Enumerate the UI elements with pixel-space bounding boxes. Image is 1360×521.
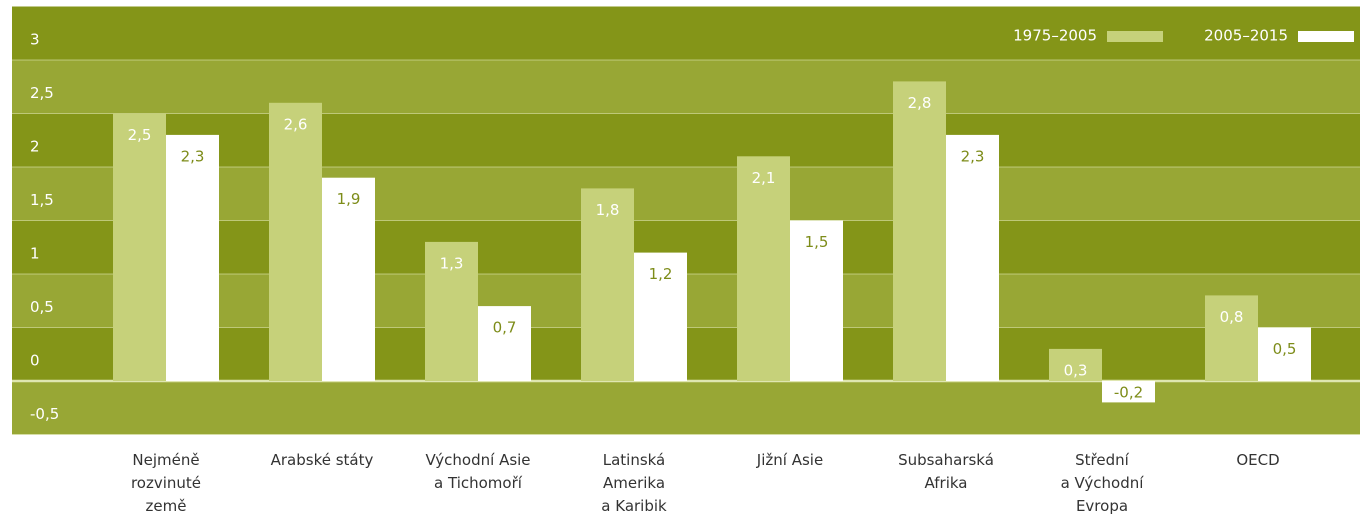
y-tick-label: 2 (30, 138, 40, 156)
x-tick-label-line: Evropa (1076, 497, 1128, 515)
x-tick-label-line: Latinská (603, 451, 666, 469)
bar (1205, 295, 1258, 381)
bar (1258, 327, 1311, 381)
y-tick-label: 1,5 (30, 191, 54, 209)
value-label: 2,3 (961, 147, 985, 165)
y-tick-label: 3 (30, 31, 40, 49)
x-tick-label-line: Střední (1075, 451, 1129, 469)
value-label: 0,3 (1064, 361, 1088, 379)
x-tick-label-line: Subsaharská (898, 451, 994, 469)
x-tick-label: Arabské státy (271, 451, 374, 469)
plot-band (12, 381, 1360, 435)
y-tick-label: 1 (30, 245, 40, 263)
value-label: 2,8 (908, 94, 932, 112)
plot-band (12, 60, 1360, 114)
value-label: 0,7 (493, 319, 517, 337)
y-tick-label: 2,5 (30, 84, 54, 102)
x-tick-label: Nejméně rozvinuté země (131, 451, 201, 515)
legend-label: 2005–2015 (1204, 27, 1288, 45)
x-tick-label-line: Jižní Asie (756, 451, 823, 469)
bar (1102, 381, 1155, 403)
value-label: 1,5 (805, 233, 829, 251)
x-tick-label-line: Arabské státy (271, 451, 374, 469)
plot-band (12, 167, 1360, 221)
value-label: 1,2 (649, 265, 673, 283)
bar (893, 81, 946, 382)
legend-swatch (1107, 31, 1163, 42)
bar (113, 113, 166, 381)
plot-band (12, 113, 1360, 167)
bar (737, 156, 790, 381)
value-label: 0,5 (1273, 340, 1297, 358)
value-label: 1,9 (337, 190, 361, 208)
x-tick-label-line: Východní Asie (425, 451, 530, 469)
x-tick-label-line: a Východní (1061, 474, 1145, 492)
value-label: -0,2 (1114, 384, 1143, 402)
x-tick-label: Východní Asie a Tichomoří (425, 451, 530, 492)
bar (1049, 348, 1102, 381)
x-tick-label-line: OECD (1236, 451, 1279, 469)
value-label: 1,3 (440, 254, 464, 272)
x-tick-label-line: rozvinuté (131, 474, 201, 492)
value-label: 0,8 (1220, 308, 1244, 326)
value-label: 2,5 (128, 126, 152, 144)
bar (269, 102, 322, 382)
x-tick-label: Subsaharská Afrika (898, 451, 994, 492)
legend-swatch (1298, 31, 1354, 42)
bar (634, 252, 687, 381)
x-tick-label: OECD (1236, 451, 1279, 469)
value-label: 2,3 (181, 147, 205, 165)
value-label: 1,8 (596, 201, 620, 219)
legend-label: 1975–2005 (1013, 27, 1097, 45)
x-tick-label-line: Amerika (603, 474, 665, 492)
x-tick-label-line: Nejméně (132, 451, 199, 469)
x-tick-label: Latinská Amerika a Karibik (601, 451, 667, 515)
x-tick-label: Střední a Východní Evropa (1061, 451, 1145, 515)
x-tick-label: Jižní Asie (756, 451, 823, 469)
bar (425, 241, 478, 381)
bar (166, 134, 219, 381)
y-tick-label: 0 (30, 352, 40, 370)
x-tick-label-line: a Karibik (601, 497, 667, 515)
x-tick-label-line: a Tichomoří (434, 474, 523, 492)
x-tick-label-line: země (146, 497, 187, 515)
bar (478, 306, 531, 381)
y-tick-label: -0,5 (30, 405, 59, 423)
x-tick-label-line: Afrika (925, 474, 968, 492)
value-label: 2,1 (752, 169, 776, 187)
y-tick-label: 0,5 (30, 298, 54, 316)
bar (790, 220, 843, 381)
value-label: 2,6 (284, 115, 308, 133)
bar (581, 188, 634, 381)
bar (322, 177, 375, 381)
bar (946, 134, 999, 381)
